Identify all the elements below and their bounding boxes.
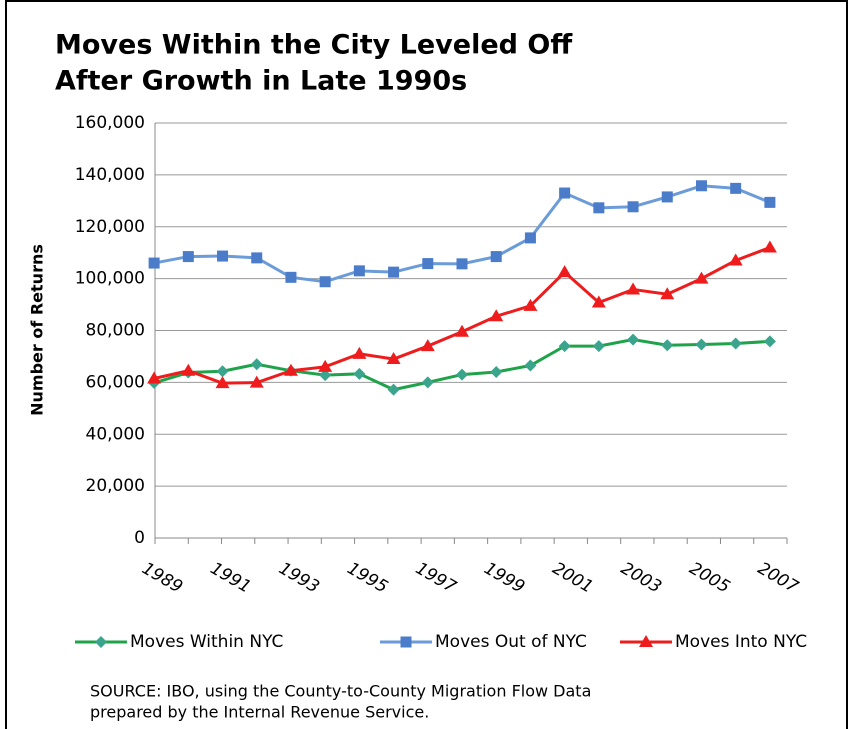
marker [400,636,412,648]
marker [694,271,709,284]
marker [695,180,707,192]
y-tick-label: 140,000 [75,165,145,185]
marker [593,202,605,214]
x-tick-label: 1997 [412,559,460,598]
marker [730,182,742,194]
marker [216,365,229,378]
y-tick-label: 20,000 [86,476,145,496]
y-tick-label: 160,000 [75,113,145,133]
marker [249,375,264,388]
marker [181,363,196,376]
marker [626,282,641,295]
y-tick-label: 40,000 [86,424,145,444]
marker [386,352,401,365]
marker [627,201,639,213]
marker [762,240,777,253]
marker [557,265,572,278]
chart-title: After Growth in Late 1990s [55,66,467,97]
marker [559,187,571,199]
marker [592,340,605,353]
marker [182,251,194,263]
x-tick-label: 2005 [686,559,733,598]
y-tick-label: 120,000 [75,217,145,237]
marker [639,635,653,647]
marker [456,368,468,381]
y-axis-label: Number of Returns [28,244,47,416]
marker [319,369,332,382]
marker [763,335,776,348]
marker [728,253,743,266]
marker [353,265,365,277]
marker [283,363,298,376]
marker [353,367,366,380]
x-tick-label: 1991 [207,559,254,598]
source: SOURCE: IBO, using the County-to-County … [90,682,591,701]
marker [388,266,400,278]
marker [456,258,468,270]
marker [215,376,230,389]
marker [422,258,434,270]
marker [387,383,400,396]
marker [147,371,162,384]
marker [591,295,606,308]
marker [490,251,502,263]
x-tick-label: 1995 [344,559,391,598]
marker [95,636,107,648]
marker [251,252,263,264]
marker [764,196,776,208]
x-tick-label: 1999 [480,559,527,598]
marker [455,324,469,337]
y-tick-label: 60,000 [86,372,145,392]
x-tick-label: 2003 [617,559,664,598]
marker [318,359,333,372]
marker [729,337,742,350]
marker [627,333,640,346]
y-tick-label: 0 [134,528,145,548]
marker [148,257,160,269]
marker [490,366,503,378]
source: prepared by the Internal Revenue Service… [90,703,429,722]
marker [523,298,538,311]
y-tick-label: 100,000 [75,269,145,289]
x-tick-label: 1993 [275,559,322,598]
marker [421,376,434,389]
marker [661,191,673,203]
marker [285,271,297,283]
y-tick-label: 80,000 [86,321,145,341]
marker [420,339,435,352]
marker [319,276,331,288]
x-tick-label: 1989 [138,559,185,598]
legend-label: Moves Out of NYC [435,632,587,652]
x-tick-label: 2001 [549,559,596,598]
legend-label: Moves Into NYC [675,632,807,652]
chart-title: Moves Within the City Leveled Off [55,30,573,61]
legend-label: Moves Within NYC [130,632,283,652]
marker [489,309,504,322]
marker [660,287,675,300]
marker [524,232,536,244]
x-tick-label: 2007 [754,559,802,598]
marker [217,250,229,262]
marker [558,340,571,353]
marker [250,358,263,371]
marker [352,346,367,359]
marker [695,338,708,351]
marker [661,339,674,352]
marker [524,359,537,372]
